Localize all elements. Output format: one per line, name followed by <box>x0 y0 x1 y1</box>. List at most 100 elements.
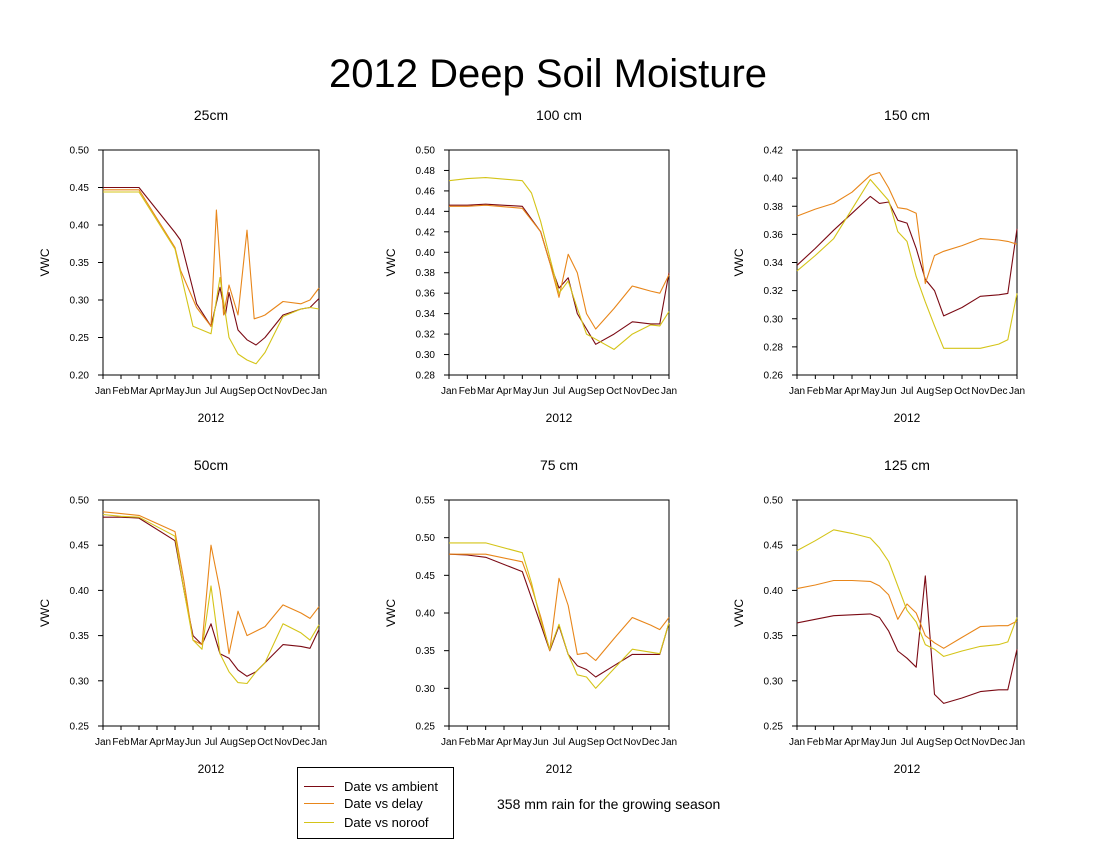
x-tick-label: Jun <box>533 737 549 748</box>
y-tick-label: 0.42 <box>764 146 784 157</box>
x-tick-label: Apr <box>149 737 165 748</box>
series-line-delay <box>449 204 670 330</box>
y-tick-label: 0.38 <box>764 202 784 213</box>
y-tick-label: 0.46 <box>416 186 436 197</box>
y-tick-label: 0.35 <box>416 646 436 657</box>
y-tick-label: 0.32 <box>416 330 436 341</box>
x-tick-label: Jun <box>185 737 201 748</box>
x-tick-label: Mar <box>477 386 495 397</box>
series-line-noroof <box>449 542 670 689</box>
y-tick-label: 0.40 <box>416 609 436 620</box>
series-line-delay <box>103 189 320 327</box>
y-axis-label: VWC <box>38 599 52 627</box>
x-tick-label: Jan <box>441 386 457 397</box>
x-tick-label: Nov <box>623 737 641 748</box>
x-tick-label: Apr <box>844 737 860 748</box>
plot-frame <box>796 499 1018 727</box>
series-line-delay <box>796 171 1018 285</box>
y-tick-label: 0.50 <box>416 146 436 157</box>
series-line-noroof <box>102 513 320 685</box>
y-axis-label: VWC <box>732 599 746 627</box>
y-tick-label: 0.30 <box>70 296 90 307</box>
legend-swatch-ambient <box>304 785 334 787</box>
panel-title: 25cm <box>194 107 228 123</box>
x-tick-label: Dec <box>990 737 1008 748</box>
x-tick-label: Jul <box>553 737 566 748</box>
x-tick-label: Jul <box>205 386 218 397</box>
y-tick-label: 0.30 <box>764 676 784 687</box>
y-tick-label: 0.40 <box>70 586 90 597</box>
x-tick-label: Sep <box>935 737 953 748</box>
x-tick-label: Sep <box>587 386 605 397</box>
x-tick-label: Oct <box>257 386 273 397</box>
x-tick-label: Feb <box>112 386 130 397</box>
x-tick-label: Nov <box>274 737 292 748</box>
legend-label-delay: Date vs delay <box>344 795 423 811</box>
legend-item-ambient: Date vs ambient <box>304 778 438 794</box>
legend-label-noroof: Date vs noroof <box>344 814 429 830</box>
y-tick-label: 0.40 <box>764 586 784 597</box>
x-tick-label: May <box>166 737 185 748</box>
y-tick-label: 0.35 <box>70 631 90 642</box>
x-tick-label: Jan <box>1009 737 1025 748</box>
x-tick-label: Mar <box>477 737 495 748</box>
y-tick-label: 0.40 <box>70 221 90 232</box>
x-tick-label: May <box>513 737 532 748</box>
y-axis-label: VWC <box>38 248 52 276</box>
y-tick-label: 0.48 <box>416 166 436 177</box>
x-tick-label: Oct <box>954 737 970 748</box>
x-tick-label: Aug <box>568 737 586 748</box>
y-tick-label: 0.35 <box>764 631 784 642</box>
legend-item-noroof: Date vs noroof <box>304 814 429 830</box>
x-tick-label: Mar <box>130 737 148 748</box>
x-tick-label: Apr <box>496 386 512 397</box>
x-axis-label: 2012 <box>894 411 921 425</box>
x-tick-label: Jan <box>95 386 111 397</box>
y-tick-label: 0.50 <box>764 496 784 507</box>
y-tick-label: 0.50 <box>416 533 436 544</box>
x-tick-label: Jun <box>881 386 897 397</box>
x-tick-label: Aug <box>220 737 238 748</box>
x-axis-label: 2012 <box>546 762 573 776</box>
x-tick-label: Sep <box>935 386 953 397</box>
x-tick-label: Jan <box>1009 386 1025 397</box>
x-tick-label: Feb <box>459 386 477 397</box>
x-tick-label: Nov <box>971 737 989 748</box>
x-tick-label: Jul <box>901 737 914 748</box>
legend-label-ambient: Date vs ambient <box>344 778 438 794</box>
x-tick-label: Jan <box>789 737 805 748</box>
series-line-delay <box>449 553 670 662</box>
y-tick-label: 0.34 <box>416 309 436 320</box>
x-tick-label: Sep <box>587 737 605 748</box>
x-tick-label: Jan <box>311 737 327 748</box>
y-tick-label: 0.42 <box>416 227 436 238</box>
series-line-ambient <box>796 575 1018 704</box>
legend: Date vs ambient Date vs delay Date vs no… <box>297 767 454 839</box>
series-line-delay <box>102 511 320 655</box>
y-tick-label: 0.40 <box>416 248 436 259</box>
x-tick-label: Jan <box>789 386 805 397</box>
y-tick-label: 0.30 <box>764 314 784 325</box>
y-tick-label: 0.25 <box>70 333 90 344</box>
y-tick-label: 0.25 <box>764 722 784 733</box>
y-tick-label: 0.20 <box>70 371 90 382</box>
x-tick-label: Sep <box>238 386 256 397</box>
x-tick-label: Sep <box>238 737 256 748</box>
rain-note: 358 mm rain for the growing season <box>497 796 721 812</box>
x-tick-label: Feb <box>807 386 825 397</box>
x-tick-label: May <box>861 737 880 748</box>
series-line-ambient <box>449 203 670 345</box>
x-tick-label: Nov <box>274 386 292 397</box>
plot-frame <box>102 149 320 376</box>
main-title: 2012 Deep Soil Moisture <box>329 52 767 96</box>
series-line-noroof <box>796 529 1018 657</box>
x-tick-label: Jan <box>661 737 677 748</box>
legend-swatch-delay <box>304 802 334 804</box>
y-tick-label: 0.45 <box>70 183 90 194</box>
x-tick-label: May <box>513 386 532 397</box>
x-tick-label: Oct <box>606 737 622 748</box>
x-tick-label: Apr <box>149 386 165 397</box>
x-tick-label: Jul <box>553 386 566 397</box>
